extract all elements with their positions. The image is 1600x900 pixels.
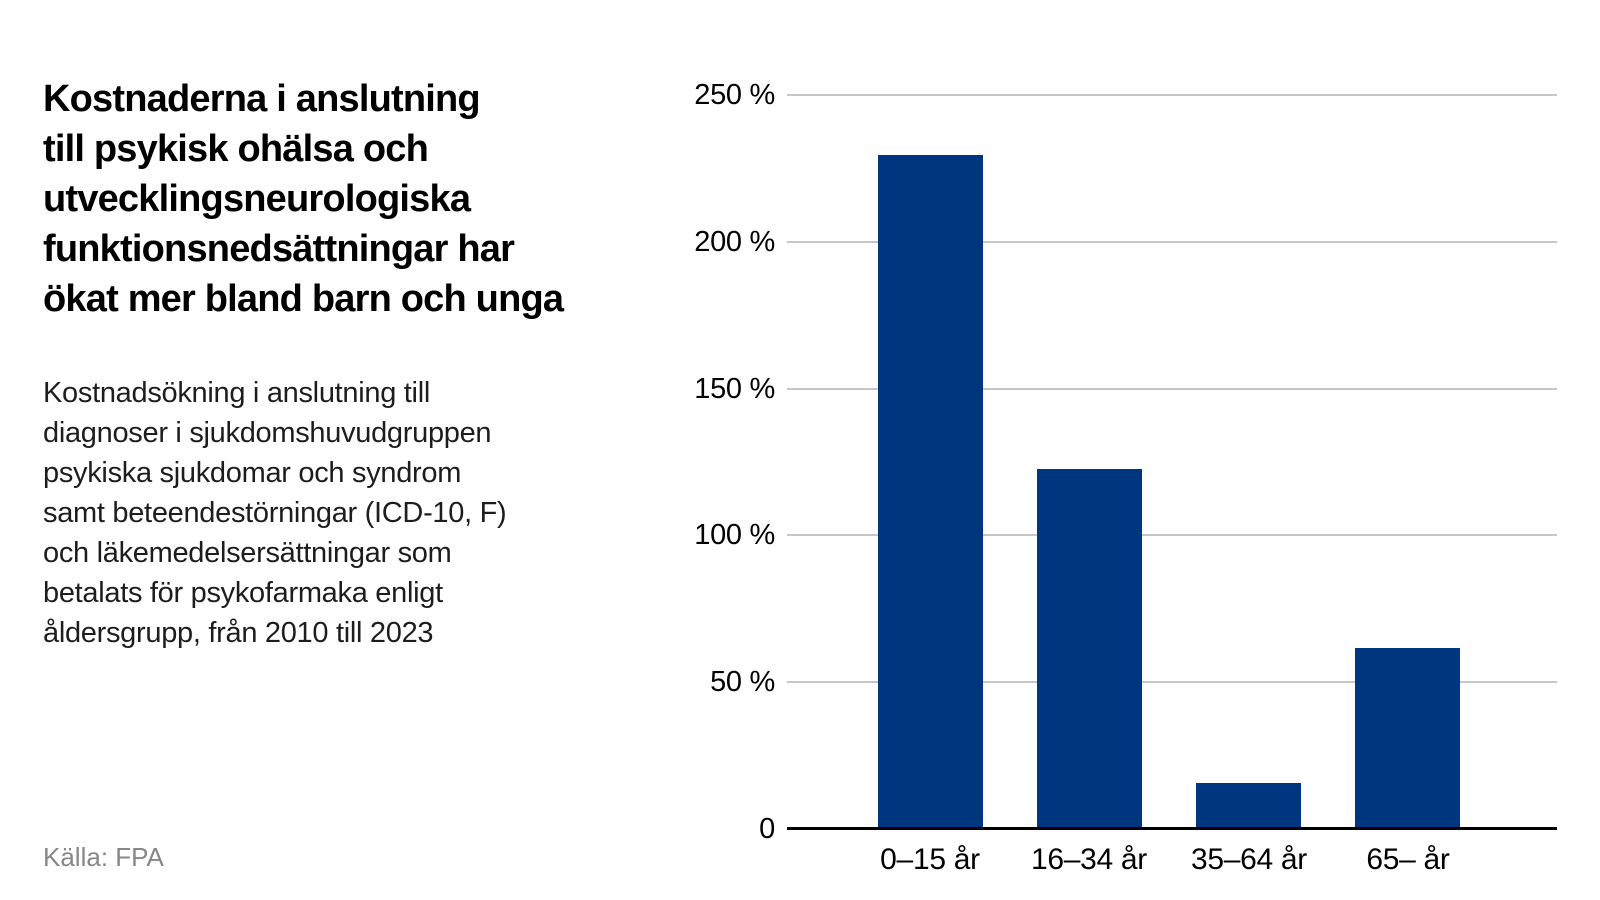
chart-subtitle: Kostnadsökning i anslutning till diagnos… <box>43 377 507 649</box>
y-axis-tick-label: 0 <box>759 813 775 845</box>
bar-0–15-år <box>878 155 983 827</box>
gridline-50 <box>787 681 1557 684</box>
x-axis-category-label: 65– år <box>1366 843 1450 876</box>
y-axis-tick-label: 50 % <box>710 666 775 699</box>
bar-65–-år <box>1355 648 1460 827</box>
gridline-200 <box>787 240 1557 243</box>
gridline-100 <box>787 534 1557 537</box>
bar-16–34-år <box>1037 469 1142 827</box>
x-axis-category-label: 35–64 år <box>1190 843 1308 876</box>
source-note: Källa: FPA <box>43 842 164 872</box>
chart-title: Kostnaderna i anslutning till psykisk oh… <box>43 78 564 321</box>
gridline-150 <box>787 387 1557 390</box>
bar-35–64-år <box>1196 783 1301 827</box>
y-axis-tick-label: 150 % <box>694 372 775 405</box>
gridline-250 <box>787 94 1557 96</box>
x-axis-line <box>787 827 1557 830</box>
y-axis-tick-label: 100 % <box>694 519 775 552</box>
x-axis-category-label: 16–34 år <box>1030 843 1148 876</box>
x-axis-category-label: 0–15 år <box>880 843 980 876</box>
y-axis-tick-label: 250 % <box>694 79 775 111</box>
y-axis-tick-label: 200 % <box>694 225 775 258</box>
